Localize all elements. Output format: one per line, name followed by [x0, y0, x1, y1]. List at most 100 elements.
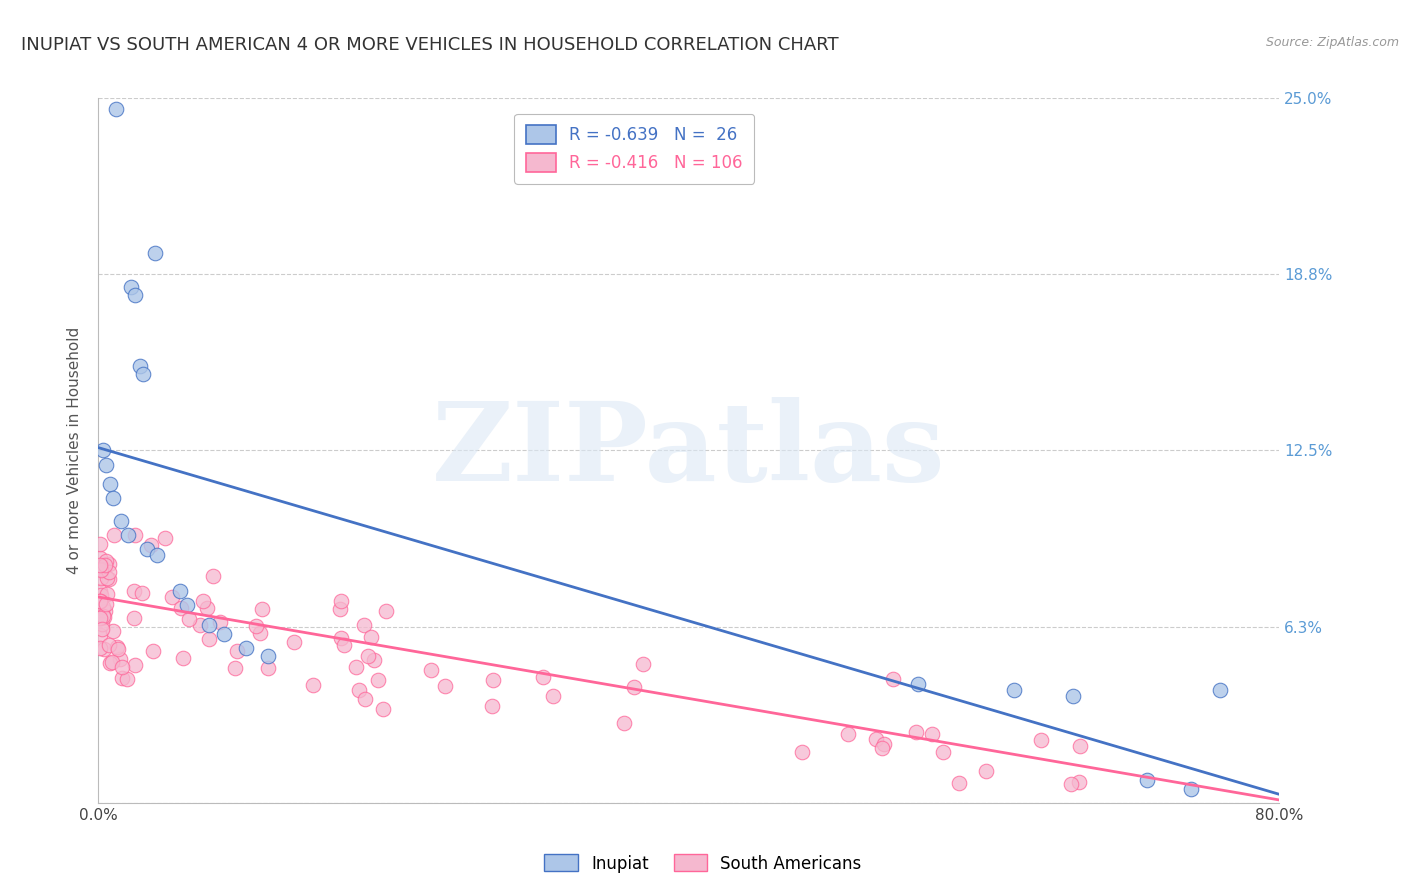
- Legend: Inupiat, South Americans: Inupiat, South Americans: [537, 847, 869, 880]
- Point: [170, 600, 193, 615]
- Point: [360, 631, 382, 645]
- Point: [1069, 739, 1091, 754]
- Point: [482, 673, 505, 688]
- Point: [122, 584, 145, 599]
- Point: [257, 661, 280, 675]
- Point: [111, 660, 134, 674]
- Point: [93, 641, 115, 656]
- Point: [91, 616, 114, 631]
- Point: [124, 528, 146, 542]
- Point: [921, 727, 943, 741]
- Point: [98, 565, 121, 579]
- Legend: R = -0.639   N =  26, R = -0.416   N = 106: R = -0.639 N = 26, R = -0.416 N = 106: [515, 113, 755, 184]
- Point: [948, 776, 970, 790]
- Point: [353, 618, 375, 632]
- Point: [283, 635, 305, 649]
- Point: [90, 559, 112, 574]
- Point: [146, 548, 169, 562]
- Point: [974, 764, 997, 778]
- Point: [91, 608, 114, 623]
- Point: [1002, 683, 1025, 698]
- Point: [1060, 777, 1083, 791]
- Point: [1136, 773, 1159, 788]
- Point: [249, 626, 271, 640]
- Point: [122, 611, 145, 625]
- Point: [93, 610, 115, 624]
- Point: [132, 368, 155, 382]
- Point: [176, 599, 198, 613]
- Point: [136, 542, 159, 557]
- Point: [89, 594, 111, 608]
- Point: [347, 683, 370, 698]
- Point: [873, 737, 896, 751]
- Point: [208, 615, 231, 629]
- Point: [212, 626, 235, 640]
- Point: [375, 604, 398, 618]
- Point: [198, 632, 221, 646]
- Point: [197, 601, 219, 615]
- Point: [98, 638, 121, 652]
- Point: [101, 624, 124, 638]
- Point: [179, 612, 201, 626]
- Point: [90, 562, 112, 576]
- Point: [865, 732, 887, 747]
- Point: [363, 653, 385, 667]
- Point: [89, 536, 111, 550]
- Point: [117, 528, 139, 542]
- Point: [91, 561, 114, 575]
- Point: [543, 689, 565, 703]
- Point: [932, 745, 955, 759]
- Point: [94, 604, 117, 618]
- Point: [105, 640, 128, 655]
- Point: [623, 680, 645, 694]
- Point: [333, 638, 356, 652]
- Point: [434, 679, 457, 693]
- Point: [103, 528, 125, 542]
- Point: [89, 559, 111, 574]
- Point: [90, 588, 112, 602]
- Point: [96, 571, 118, 585]
- Point: [198, 618, 221, 632]
- Point: [191, 593, 214, 607]
- Point: [188, 617, 211, 632]
- Text: ZIPatlas: ZIPatlas: [432, 397, 946, 504]
- Point: [172, 650, 194, 665]
- Text: INUPIAT VS SOUTH AMERICAN 4 OR MORE VEHICLES IN HOUSEHOLD CORRELATION CHART: INUPIAT VS SOUTH AMERICAN 4 OR MORE VEHI…: [21, 36, 839, 54]
- Point: [882, 672, 904, 686]
- Point: [226, 644, 249, 658]
- Point: [837, 726, 859, 740]
- Point: [420, 664, 443, 678]
- Point: [108, 651, 131, 665]
- Point: [904, 725, 927, 739]
- Point: [131, 585, 153, 599]
- Point: [105, 103, 128, 117]
- Point: [1180, 781, 1202, 796]
- Point: [101, 655, 124, 669]
- Point: [111, 671, 134, 685]
- Point: [153, 531, 176, 545]
- Point: [143, 246, 166, 260]
- Point: [142, 643, 165, 657]
- Point: [1209, 683, 1232, 698]
- Point: [96, 597, 118, 611]
- Point: [1031, 733, 1053, 747]
- Point: [330, 593, 353, 607]
- Point: [98, 656, 121, 670]
- Point: [94, 554, 117, 568]
- Point: [252, 601, 274, 615]
- Point: [89, 558, 111, 573]
- Point: [115, 672, 138, 686]
- Point: [354, 692, 377, 706]
- Point: [245, 619, 267, 633]
- Point: [98, 557, 121, 571]
- Point: [89, 583, 111, 598]
- Point: [98, 572, 121, 586]
- Point: [107, 642, 129, 657]
- Point: [89, 611, 111, 625]
- Point: [91, 600, 114, 615]
- Point: [790, 745, 813, 759]
- Point: [367, 673, 389, 688]
- Point: [330, 631, 353, 645]
- Point: [89, 640, 111, 655]
- Point: [301, 678, 323, 692]
